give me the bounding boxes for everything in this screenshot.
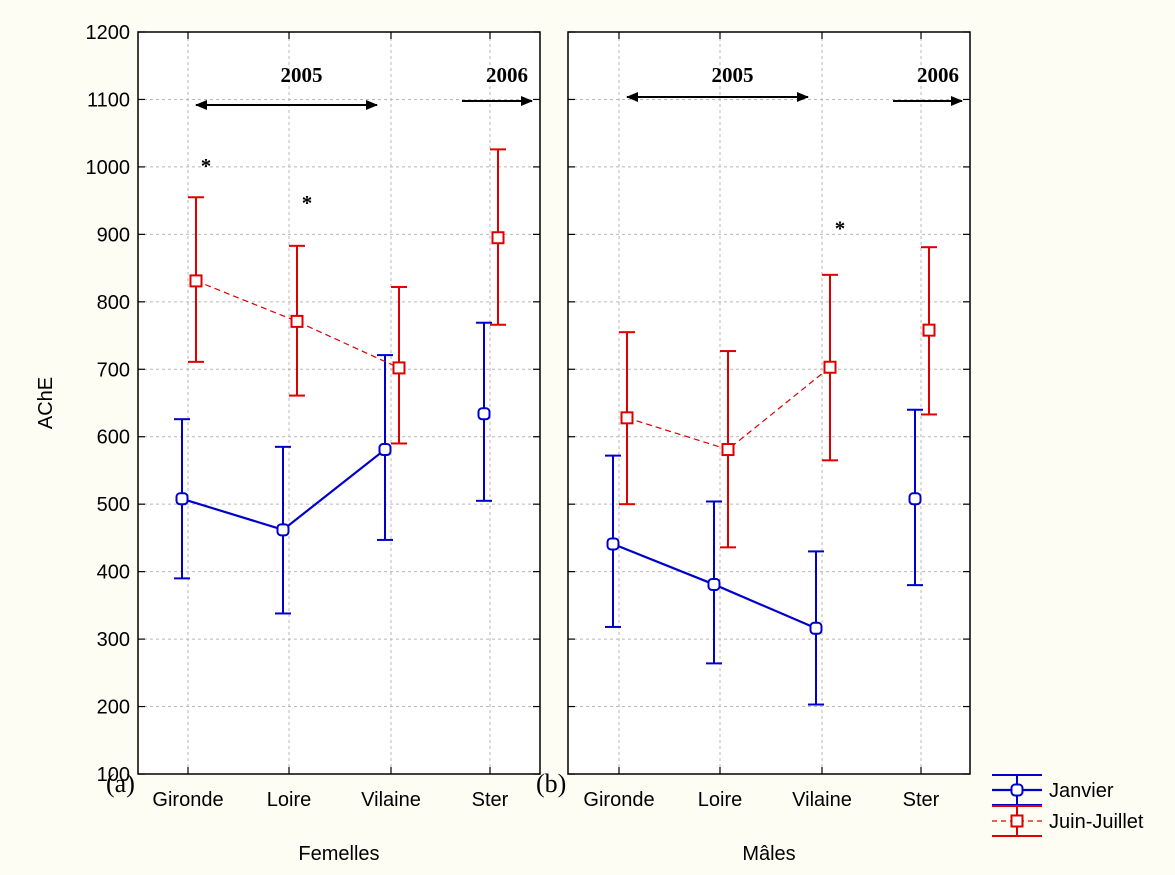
legend-item-janvier: Janvier bbox=[992, 774, 1114, 806]
y-axis-title: AChE bbox=[35, 377, 57, 429]
y-tick-label: 400 bbox=[97, 562, 130, 584]
panel-label: (a) bbox=[106, 769, 135, 798]
y-axis-label: AChE bbox=[35, 377, 57, 429]
data-point-circle bbox=[809, 621, 823, 635]
series-janvier bbox=[174, 321, 492, 615]
y-tick-label: 500 bbox=[97, 494, 130, 516]
significance-star: * bbox=[201, 154, 212, 178]
y-tick-label: 900 bbox=[97, 224, 130, 246]
y-tick-label: 600 bbox=[97, 427, 130, 449]
legend-label: Janvier bbox=[1049, 780, 1114, 802]
data-point-circle bbox=[378, 443, 392, 457]
year-arrows: 2005 2006 bbox=[195, 63, 533, 110]
legend-label: Juin-Juillet bbox=[1049, 811, 1144, 833]
y-tick-label: 800 bbox=[97, 292, 130, 314]
data-point-square bbox=[189, 274, 203, 288]
data-point-square bbox=[721, 443, 735, 457]
arrow-2005-label: 2005 bbox=[281, 63, 323, 87]
data-point-square bbox=[620, 411, 634, 425]
x-axis-label: Femelles bbox=[298, 843, 379, 865]
y-tick-label: 1100 bbox=[87, 89, 130, 111]
legend: Janvier Juin-Juillet bbox=[992, 774, 1144, 837]
plot-area bbox=[138, 32, 540, 774]
data-point-circle bbox=[908, 492, 922, 506]
data-point-circle bbox=[175, 492, 189, 506]
arrow-2006-label: 2006 bbox=[917, 63, 959, 87]
x-tick-label: Vilaine bbox=[792, 789, 852, 811]
significance-star: * bbox=[302, 191, 313, 215]
arrow-2005-label: 2005 bbox=[712, 63, 754, 87]
plot-frame bbox=[567, 31, 971, 775]
data-point-square bbox=[290, 314, 304, 328]
panel-1: 100 200 300 400 500 600 700 800 900 1000 1100 1200 G… bbox=[86, 22, 541, 865]
data-point-circle bbox=[477, 407, 491, 421]
series-juin-juillet bbox=[619, 246, 937, 549]
legend-item-juin-juillet: Juin-Juillet bbox=[992, 805, 1144, 837]
x-tick-label: Gironde bbox=[152, 789, 223, 811]
panel-label: (b) bbox=[536, 769, 566, 798]
data-point-square bbox=[823, 360, 837, 374]
data-point-circle bbox=[276, 523, 290, 537]
series-line bbox=[195, 280, 400, 369]
x-tick-label: Ster bbox=[903, 789, 940, 811]
x-tick-label: Gironde bbox=[583, 789, 654, 811]
year-arrows: 2005 2006 bbox=[626, 63, 963, 106]
data-point-circle bbox=[606, 537, 620, 551]
significance-star: * bbox=[835, 217, 846, 241]
plot-frame bbox=[137, 31, 541, 775]
data-point-circle bbox=[707, 577, 721, 591]
x-tick-label: Loire bbox=[698, 789, 742, 811]
data-point-square bbox=[392, 361, 406, 375]
data-point-square bbox=[922, 323, 936, 337]
series-juin-juillet bbox=[188, 148, 506, 445]
plot-area bbox=[568, 32, 970, 774]
y-tick-label: 300 bbox=[97, 629, 130, 651]
y-tick-label: 700 bbox=[97, 359, 130, 381]
x-tick-label: Loire bbox=[267, 789, 311, 811]
arrow-2006-label: 2006 bbox=[486, 63, 528, 87]
y-tick-label: 200 bbox=[97, 697, 130, 719]
legend-square-icon bbox=[1010, 814, 1024, 828]
y-tick-label: 100 bbox=[97, 764, 130, 786]
panel-2: Gironde Loire Vilaine Ster Mâles (b) 2005 2006 * bbox=[536, 31, 971, 865]
legend-circle-icon bbox=[1010, 783, 1024, 797]
x-axis-label: Mâles bbox=[742, 843, 795, 865]
data-point-square bbox=[491, 231, 505, 245]
series-janvier bbox=[605, 408, 923, 706]
x-tick-label: Ster bbox=[472, 789, 509, 811]
y-tick-label: 1000 bbox=[86, 157, 131, 179]
x-tick-label: Vilaine bbox=[361, 789, 421, 811]
y-tick-label: 1200 bbox=[86, 22, 131, 44]
